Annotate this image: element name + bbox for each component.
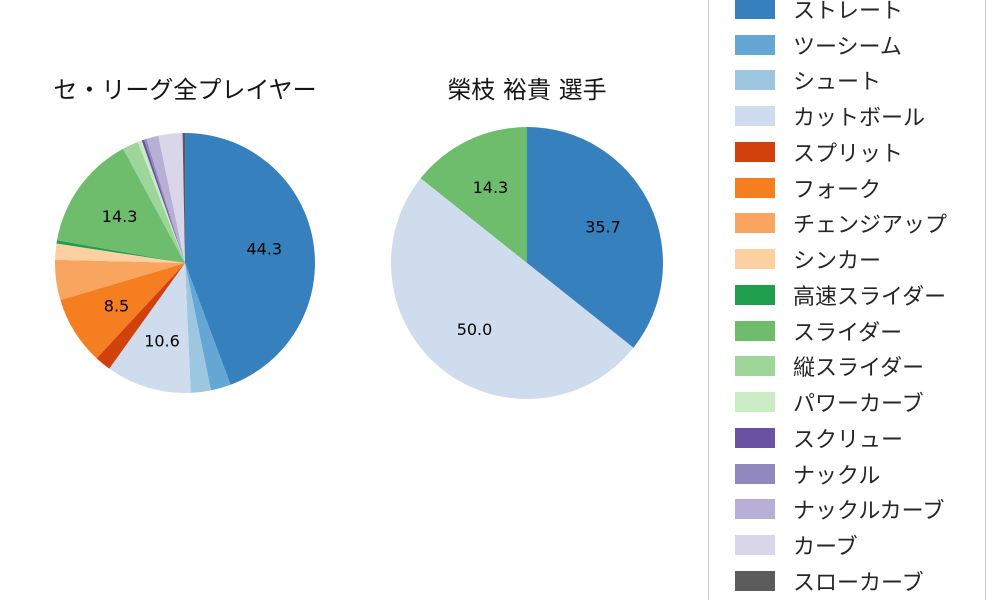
pie-value-label: 14.3 (473, 178, 509, 197)
legend-swatch-icon (735, 320, 775, 341)
chart-title-player: 榮枝 裕貴 選手 (447, 76, 607, 104)
legend-swatch-icon (735, 427, 775, 448)
pie-slice-縦スライダー (123, 141, 185, 263)
legend-label: スプリット (793, 141, 904, 167)
legend-swatch-icon (735, 106, 775, 127)
pie-slice-フォーク (60, 263, 185, 359)
legend-item: チェンジアップ (735, 206, 985, 242)
legend-label: ストレート (793, 0, 904, 24)
pie-slice-カットボール (109, 263, 191, 393)
legend-item: ストレート (735, 0, 985, 27)
legend-swatch-icon (735, 34, 775, 55)
legend-item: ナックルカーブ (735, 492, 985, 528)
legend: ストレートツーシームシュートカットボール スプリットフォークチェンジアップ シンカー… (708, 0, 986, 600)
legend-item: フォーク (735, 170, 985, 206)
legend-item: シンカー (735, 241, 985, 277)
legend-label: スローカーブ (793, 570, 924, 596)
legend-item: スプリット (735, 134, 985, 170)
legend-label: カットボール (793, 106, 926, 132)
legend-label: ナックルカーブ (793, 499, 945, 525)
pie-slice-チェンジアップ (54, 259, 186, 301)
pie-slice-スライダー (57, 148, 185, 263)
legend-swatch-icon (735, 499, 775, 520)
legend-swatch-icon (735, 177, 775, 198)
legend-item: パワーカーブ (735, 384, 985, 420)
pie-slice-シンカー (55, 243, 185, 263)
pie-slice-ツーシーム (185, 263, 231, 391)
pie-slice-シュート (185, 263, 211, 393)
pie-slice-パワーカーブ (137, 140, 185, 263)
legend-label: ナックル (793, 463, 881, 489)
chart-title-league: セ・リーグ全プレイヤー (53, 76, 317, 104)
legend-swatch-icon (735, 535, 775, 556)
legend-label: 高速スライダー (793, 284, 947, 310)
legend-label: チェンジアップ (793, 213, 948, 239)
pie-slice-ナックルカーブ (146, 135, 185, 263)
legend-label: フォーク (793, 177, 882, 203)
legend-item: シュート (735, 63, 985, 99)
pie-value-label: 14.3 (102, 207, 138, 226)
pie-slice-高速スライダー (56, 240, 186, 263)
legend-swatch-icon (735, 284, 775, 305)
pie-chart-league: 44.3 10.6 8.5 14.3 (54, 132, 315, 393)
legend-label: シュート (793, 70, 882, 96)
legend-item: スクリュー (735, 420, 985, 456)
legend-label: ツーシーム (793, 34, 902, 60)
pie-slice-スライダー (420, 126, 527, 263)
pie-value-label: 35.7 (585, 217, 621, 236)
legend-label: スライダー (793, 320, 903, 346)
legend-label: スクリュー (793, 427, 904, 453)
legend-item: ツーシーム (735, 27, 985, 63)
legend-item: ナックル (735, 456, 985, 492)
legend-label: 縦スライダー (793, 356, 925, 382)
legend-item: スライダー (735, 313, 985, 349)
pie-value-label: 44.3 (246, 240, 282, 259)
pie-slice-スプリット (96, 263, 185, 369)
pie-slice-カットボール (390, 178, 634, 400)
pie-slice-ストレート (527, 127, 664, 348)
legend-swatch-icon (735, 213, 775, 234)
legend-label: パワーカーブ (793, 392, 924, 418)
pie-slice-ストレート (185, 133, 315, 385)
legend-item: カットボール (735, 98, 985, 134)
legend-swatch-icon (735, 463, 775, 484)
legend-swatch-icon (735, 70, 775, 91)
pie-slice-スクリュー (141, 139, 185, 263)
legend-swatch-icon (735, 0, 775, 19)
pie-slice-カーブ (158, 133, 185, 263)
legend-label: カーブ (793, 535, 858, 561)
legend-item: スローカーブ (735, 563, 985, 599)
legend-label: シンカー (793, 249, 882, 275)
pie-value-label: 10.6 (144, 331, 180, 350)
pie-slice-ナックル (144, 138, 185, 263)
legend-swatch-icon (735, 356, 775, 377)
pie-value-label: 50.0 (457, 320, 493, 339)
legend-item: カーブ (735, 527, 985, 563)
legend-swatch-icon (735, 249, 775, 270)
legend-swatch-icon (735, 392, 775, 413)
legend-item: 縦スライダー (735, 349, 985, 385)
legend-item: 高速スライダー (735, 277, 985, 313)
pie-slice-スローカーブ (182, 132, 185, 263)
pie-chart-player: 35.7 50.0 14.3 (390, 126, 664, 400)
pie-value-label: 8.5 (104, 297, 129, 316)
legend-swatch-icon (735, 141, 775, 162)
legend-swatch-icon (735, 570, 775, 591)
